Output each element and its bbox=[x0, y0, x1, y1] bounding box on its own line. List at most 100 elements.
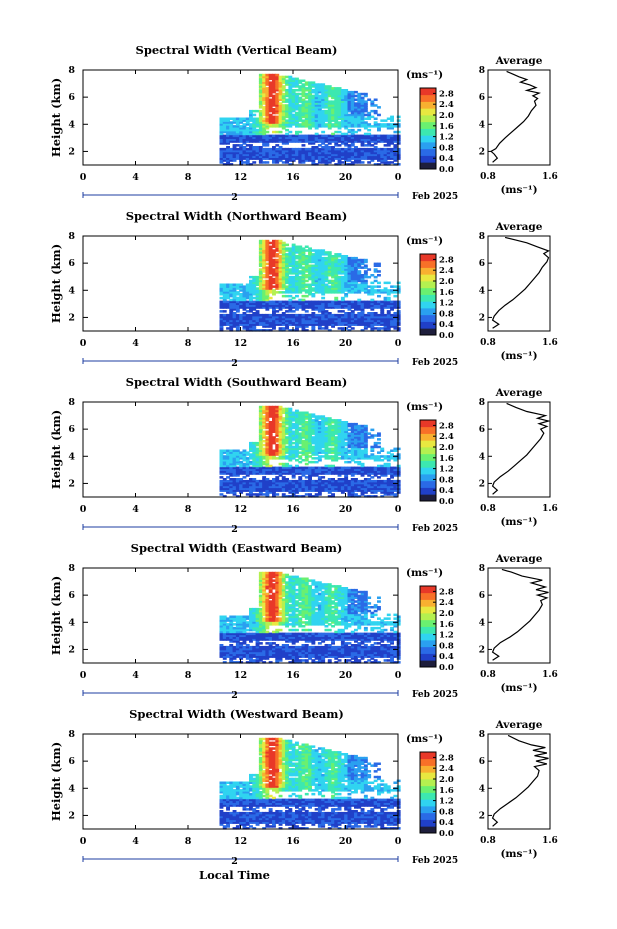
heatmap-cell bbox=[383, 321, 388, 324]
heatmap-cell bbox=[249, 153, 253, 157]
heatmap-cell bbox=[340, 289, 345, 292]
heatmap-cell bbox=[275, 104, 280, 107]
x-tick-label: 12 bbox=[234, 338, 247, 349]
heatmap-cell bbox=[390, 149, 394, 153]
heatmap-cell bbox=[304, 432, 309, 435]
heatmap-cell bbox=[373, 313, 378, 317]
heatmap-cell bbox=[229, 325, 234, 328]
heatmap-cell bbox=[334, 285, 339, 288]
heatmap-cell bbox=[380, 449, 385, 452]
heatmap-cell bbox=[265, 142, 270, 145]
heatmap-cell bbox=[354, 123, 358, 126]
heatmap-cell bbox=[357, 113, 362, 117]
heatmap-cell bbox=[373, 300, 378, 304]
colorbar-swatch bbox=[420, 148, 436, 156]
heatmap-cell bbox=[304, 106, 309, 109]
heatmap-cell bbox=[308, 155, 312, 158]
heatmap-cell bbox=[285, 161, 289, 164]
heatmap-cell bbox=[245, 319, 250, 323]
heatmap-cell bbox=[370, 325, 375, 328]
heatmap-cell bbox=[354, 159, 358, 162]
heatmap-cell bbox=[314, 253, 319, 256]
heatmap-cell bbox=[373, 434, 378, 437]
heatmap-cell bbox=[258, 247, 263, 250]
heatmap-cell bbox=[268, 421, 273, 424]
heatmap-cell bbox=[357, 275, 362, 279]
heatmap-cell bbox=[396, 115, 401, 119]
heatmap-cell bbox=[311, 447, 316, 451]
heatmap-cell bbox=[321, 136, 326, 139]
heatmap-cell bbox=[344, 147, 349, 151]
heatmap-cell bbox=[232, 487, 237, 490]
heatmap-cell bbox=[262, 317, 267, 321]
heatmap-cell bbox=[272, 151, 276, 155]
heatmap-cell bbox=[229, 317, 234, 321]
heatmap-cell bbox=[281, 89, 286, 92]
heatmap-cell bbox=[298, 89, 303, 92]
heatmap-cell bbox=[285, 289, 289, 292]
colorbar-tick-label: 0.4 bbox=[439, 320, 454, 330]
heatmap-cell bbox=[308, 138, 312, 141]
heatmap-cell bbox=[272, 481, 276, 485]
heatmap-cell bbox=[288, 329, 293, 332]
heatmap-cell bbox=[321, 130, 326, 134]
heatmap-cell bbox=[321, 323, 326, 326]
heatmap-cell bbox=[360, 491, 365, 494]
heatmap-cell bbox=[255, 283, 260, 286]
heatmap-cell bbox=[360, 438, 365, 441]
heatmap-cell bbox=[235, 285, 240, 288]
heatmap-cell bbox=[265, 111, 270, 115]
heatmap-cell bbox=[373, 327, 378, 330]
heatmap-cell bbox=[229, 462, 234, 466]
heatmap-cell bbox=[288, 83, 293, 86]
heatmap-cell bbox=[239, 285, 244, 288]
heatmap-cell bbox=[219, 468, 224, 471]
heatmap-cell bbox=[288, 125, 293, 128]
heatmap-cell bbox=[383, 491, 388, 494]
heatmap-cell bbox=[268, 411, 273, 414]
heatmap-cell bbox=[360, 466, 365, 470]
heatmap-cell bbox=[245, 291, 250, 294]
heatmap-cell bbox=[357, 121, 362, 124]
heatmap-cell bbox=[304, 317, 309, 321]
heatmap-cell bbox=[311, 89, 316, 92]
heatmap-cell bbox=[235, 455, 240, 458]
heatmap-cell bbox=[226, 479, 230, 483]
heatmap-cell bbox=[337, 441, 342, 445]
heatmap-cell bbox=[222, 155, 227, 158]
heatmap-cell bbox=[344, 92, 349, 96]
heatmap-cell bbox=[219, 325, 224, 328]
heatmap-cell bbox=[291, 283, 296, 286]
heatmap-cell bbox=[295, 268, 299, 271]
heatmap-cell bbox=[357, 289, 362, 292]
heatmap-cell bbox=[354, 264, 358, 267]
heatmap-cell bbox=[301, 115, 306, 119]
heatmap-cell bbox=[258, 92, 263, 96]
heatmap-cell bbox=[340, 272, 345, 275]
heatmap-cell bbox=[331, 274, 335, 277]
heatmap-cell bbox=[370, 155, 375, 158]
heatmap-cell bbox=[347, 100, 352, 103]
heatmap-cell bbox=[321, 319, 326, 323]
heatmap-cell bbox=[301, 140, 306, 143]
heatmap-cell bbox=[235, 138, 240, 141]
heatmap-cell bbox=[396, 119, 401, 122]
colorbar-swatch bbox=[420, 88, 436, 96]
heatmap-cell bbox=[288, 413, 293, 416]
heatmap-cell bbox=[258, 323, 263, 326]
heatmap-cell bbox=[226, 289, 230, 292]
heatmap-cell bbox=[245, 453, 250, 456]
heatmap-cell bbox=[265, 144, 270, 147]
heatmap-cell bbox=[304, 441, 309, 445]
heatmap-cell bbox=[347, 90, 352, 94]
heatmap-cell bbox=[245, 472, 250, 475]
heatmap-cell bbox=[262, 460, 267, 464]
heatmap-cell bbox=[245, 481, 250, 485]
heatmap-cell bbox=[272, 300, 276, 304]
heatmap-cell bbox=[245, 487, 250, 490]
heatmap-cell bbox=[334, 274, 339, 277]
heatmap-cell bbox=[321, 92, 326, 96]
heatmap-cell bbox=[219, 306, 224, 309]
heatmap-cell bbox=[321, 157, 326, 160]
heatmap-cell bbox=[383, 470, 388, 473]
